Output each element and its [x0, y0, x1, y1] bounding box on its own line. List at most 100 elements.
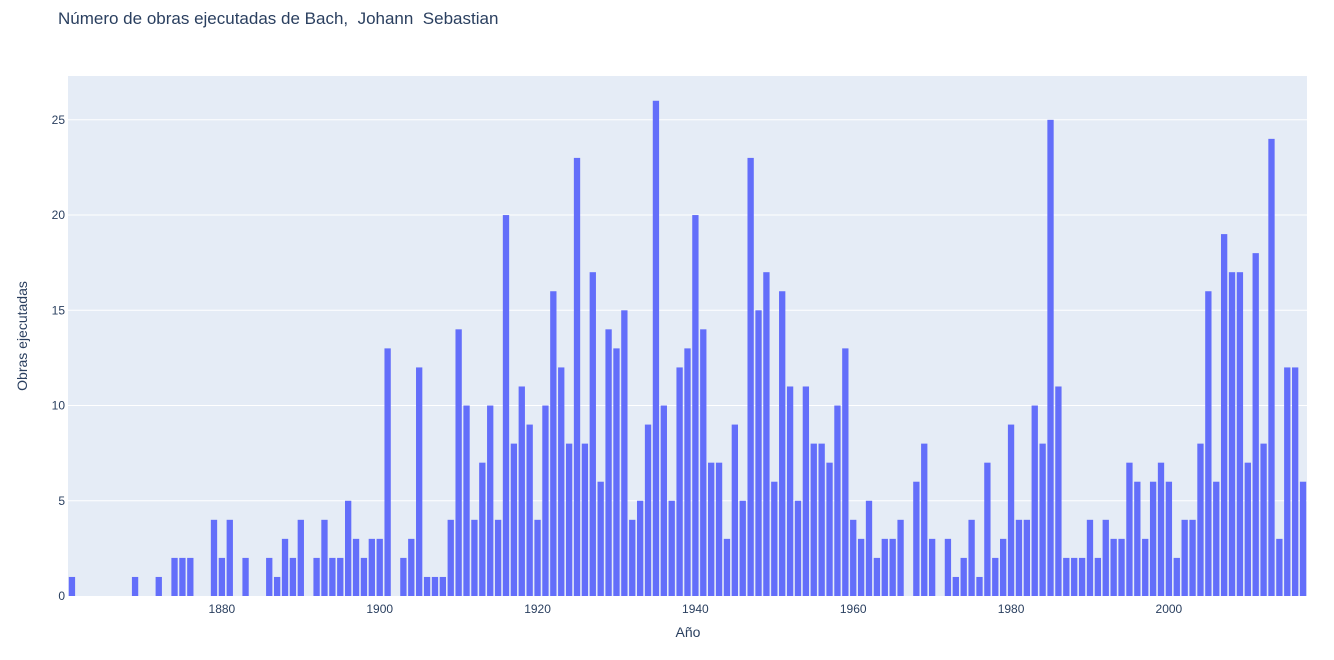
bar-1941[interactable] [700, 329, 707, 596]
bar-1994[interactable] [1118, 538, 1125, 596]
bar-1912[interactable] [471, 519, 478, 596]
bar-2014[interactable] [1276, 538, 1283, 596]
bar-1969[interactable] [921, 443, 928, 596]
bar-1931[interactable] [621, 310, 628, 596]
bar-1914[interactable] [487, 405, 494, 596]
bar-2003[interactable] [1189, 519, 1196, 596]
bar-1934[interactable] [644, 424, 652, 596]
bar-1965[interactable] [889, 538, 896, 596]
bar-1966[interactable] [897, 519, 904, 596]
bar-1983[interactable] [1031, 405, 1038, 596]
bar-1976[interactable] [976, 576, 983, 596]
bar-1989[interactable] [1078, 557, 1086, 596]
bar-1955[interactable] [810, 443, 817, 596]
bar-1996[interactable] [1134, 481, 1141, 596]
bar-1913[interactable] [479, 462, 486, 596]
bar-1936[interactable] [660, 405, 667, 596]
bar-1970[interactable] [928, 538, 936, 596]
bar-1889[interactable] [289, 557, 297, 596]
bar-2016[interactable] [1292, 367, 1299, 596]
bar-1881[interactable] [226, 519, 233, 596]
bar-1979[interactable] [1000, 538, 1007, 596]
bar-1898[interactable] [360, 557, 368, 596]
bar-1933[interactable] [636, 500, 644, 596]
bar-1981[interactable] [1015, 519, 1023, 596]
bar-1917[interactable] [510, 443, 518, 596]
bar-2012[interactable] [1260, 443, 1267, 596]
bar-2010[interactable] [1244, 462, 1251, 596]
bar-2001[interactable] [1173, 557, 1180, 596]
bar-1987[interactable] [1063, 557, 1070, 596]
bar-1897[interactable] [352, 538, 360, 596]
bar-1926[interactable] [581, 443, 589, 596]
bar-1893[interactable] [321, 519, 328, 596]
bar-1999[interactable] [1157, 462, 1165, 596]
bar-1982[interactable] [1023, 519, 1030, 596]
bar-1942[interactable] [708, 462, 715, 596]
bar-1991[interactable] [1094, 557, 1102, 596]
bar-2013[interactable] [1268, 138, 1275, 597]
bar-1948[interactable] [755, 310, 762, 596]
bar-1919[interactable] [526, 424, 533, 596]
bar-1922[interactable] [550, 291, 557, 596]
bar-1973[interactable] [952, 576, 959, 596]
bar-1908[interactable] [439, 576, 447, 596]
bar-1952[interactable] [786, 386, 794, 596]
bar-1915[interactable] [494, 519, 502, 596]
bar-2011[interactable] [1252, 253, 1259, 596]
bar-1937[interactable] [668, 500, 675, 596]
bar-1998[interactable] [1149, 481, 1157, 596]
bar-1978[interactable] [992, 557, 999, 596]
bar-1911[interactable] [463, 405, 470, 596]
bar-1959[interactable] [842, 348, 849, 596]
bar-1905[interactable] [416, 367, 423, 596]
bar-1920[interactable] [534, 519, 541, 596]
bar-1909[interactable] [447, 519, 454, 596]
bar-1910[interactable] [455, 329, 462, 596]
bar-1930[interactable] [613, 348, 620, 596]
bar-1861[interactable] [68, 576, 76, 596]
bar-1960[interactable] [850, 519, 857, 596]
bar-1894[interactable] [329, 557, 336, 596]
bar-1924[interactable] [565, 443, 573, 596]
bar-1950[interactable] [771, 481, 778, 596]
bar-1977[interactable] [984, 462, 991, 596]
bar-1963[interactable] [873, 557, 881, 596]
bar-1961[interactable] [857, 538, 865, 596]
bar-1939[interactable] [684, 348, 691, 596]
bar-2008[interactable] [1228, 272, 1236, 596]
bar-1901[interactable] [384, 348, 391, 596]
bar-1974[interactable] [960, 557, 967, 596]
bar-1874[interactable] [171, 557, 178, 596]
bar-1887[interactable] [273, 576, 281, 596]
bar-1944[interactable] [723, 538, 731, 596]
bar-2005[interactable] [1205, 291, 1212, 596]
bar-1906[interactable] [423, 576, 431, 596]
bar-1883[interactable] [242, 557, 249, 596]
bar-1880[interactable] [218, 557, 226, 596]
bar-2015[interactable] [1284, 367, 1291, 596]
bar-1886[interactable] [266, 557, 273, 596]
bar-1972[interactable] [944, 538, 952, 596]
bar-2002[interactable] [1181, 519, 1188, 596]
bar-1876[interactable] [187, 557, 194, 596]
bar-1935[interactable] [652, 100, 660, 596]
bar-1938[interactable] [676, 367, 683, 596]
bar-1879[interactable] [210, 519, 218, 596]
bar-1921[interactable] [542, 405, 549, 596]
bar-1964[interactable] [881, 538, 888, 596]
bar-1929[interactable] [605, 329, 612, 596]
bar-1932[interactable] [629, 519, 636, 596]
bar-1895[interactable] [337, 557, 344, 596]
bar-2007[interactable] [1220, 234, 1228, 596]
bar-1956[interactable] [818, 443, 825, 596]
bar-1916[interactable] [502, 215, 510, 597]
bar-2009[interactable] [1236, 272, 1244, 596]
bar-1896[interactable] [345, 500, 352, 596]
bar-1957[interactable] [826, 462, 833, 596]
bar-1986[interactable] [1055, 386, 1062, 596]
bar-1890[interactable] [297, 519, 304, 596]
bar-1946[interactable] [739, 500, 746, 596]
bar-1875[interactable] [179, 557, 186, 596]
bar-1995[interactable] [1126, 462, 1133, 596]
